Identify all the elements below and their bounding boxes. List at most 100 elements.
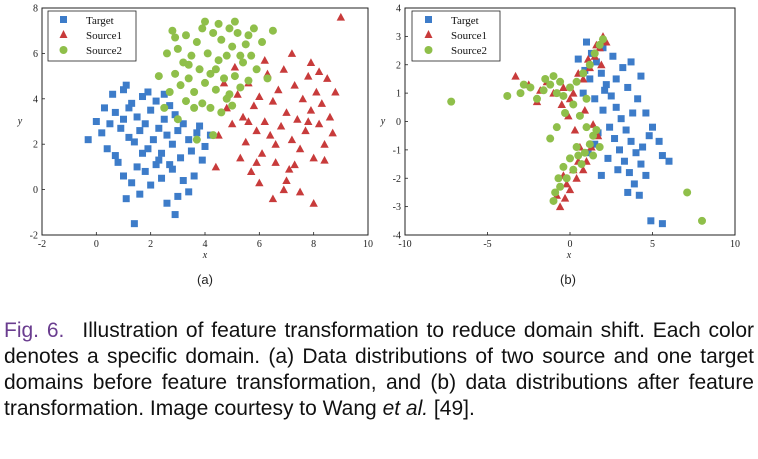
target-point xyxy=(136,190,144,198)
target-point xyxy=(658,220,666,228)
target-point xyxy=(604,154,612,162)
source2-point xyxy=(239,58,248,67)
source1-point xyxy=(246,167,256,175)
target-point xyxy=(622,126,630,134)
target-point xyxy=(130,138,138,146)
source1-point xyxy=(260,117,269,125)
target-point xyxy=(601,86,609,94)
source1-point xyxy=(293,115,302,123)
panel-b-legend-target: Target xyxy=(451,15,479,27)
source2-point xyxy=(176,81,185,90)
source1-point xyxy=(268,96,278,105)
target-point xyxy=(642,109,650,117)
source2-point xyxy=(168,26,177,35)
source2-point xyxy=(230,72,239,81)
source2-point xyxy=(551,188,560,197)
source2-point xyxy=(562,174,571,183)
source1-point xyxy=(282,108,291,116)
source2-point xyxy=(566,83,574,92)
y-tick-label: 4 xyxy=(33,94,38,105)
source2-point xyxy=(549,72,558,81)
target-point xyxy=(624,83,632,91)
caption-text: Illustration of feature transformation t… xyxy=(4,319,754,420)
target-point xyxy=(179,177,187,185)
target-point xyxy=(163,199,171,207)
source1-point xyxy=(249,101,259,110)
target-point xyxy=(109,90,117,98)
source2-point xyxy=(595,143,604,152)
source2-point xyxy=(171,33,180,42)
source2-point xyxy=(574,151,583,160)
source1-point xyxy=(233,90,242,98)
target-point xyxy=(122,81,130,89)
target-point xyxy=(619,64,627,72)
source2-point xyxy=(539,86,548,95)
source1-point xyxy=(564,111,573,120)
target-point xyxy=(120,172,127,180)
target-point xyxy=(160,115,168,123)
source1-point xyxy=(328,128,337,137)
source1-point xyxy=(597,60,606,69)
source1-point xyxy=(282,176,291,185)
source2-point xyxy=(559,91,568,100)
source2-point xyxy=(526,83,535,92)
source1-point xyxy=(298,94,307,103)
target-point xyxy=(617,115,625,123)
source2-point xyxy=(211,85,220,94)
panel-a-sublabel: (a) xyxy=(197,272,213,287)
source1-point xyxy=(252,158,261,166)
y-tick-label: 2 xyxy=(33,140,38,151)
target-point xyxy=(606,123,614,131)
source2-point xyxy=(233,28,242,37)
source1-point xyxy=(287,49,297,57)
source2-point xyxy=(546,134,555,143)
source1-point xyxy=(588,120,598,128)
y-tick-label: 2 xyxy=(396,60,401,71)
source1-point xyxy=(257,149,267,157)
source2-point xyxy=(252,65,261,74)
source2-point xyxy=(201,17,209,26)
source2-point xyxy=(244,76,253,85)
source1-point xyxy=(236,153,245,162)
source2-point xyxy=(214,19,223,28)
target-point xyxy=(163,131,171,139)
source1-point xyxy=(320,140,329,148)
source2-point xyxy=(154,72,163,81)
source1-point xyxy=(268,194,278,203)
source2-point xyxy=(541,74,550,83)
target-point xyxy=(103,145,111,153)
target-point xyxy=(106,120,114,128)
panel-a-xlabel: x xyxy=(202,250,208,261)
source1-point xyxy=(580,105,590,114)
target-point xyxy=(144,88,152,96)
source2-point xyxy=(244,31,253,40)
source2-point xyxy=(184,60,193,69)
source2-point xyxy=(590,49,599,58)
source1-point xyxy=(320,155,329,164)
target-point xyxy=(185,188,193,196)
source2-point xyxy=(230,17,239,26)
panel-b-legend-source2-swatch xyxy=(424,46,433,54)
source2-point xyxy=(201,78,209,87)
source2-point xyxy=(181,97,190,106)
source1-point xyxy=(565,185,575,194)
target-point xyxy=(591,140,599,148)
target-point xyxy=(133,163,141,171)
source1-point xyxy=(241,137,250,146)
target-point xyxy=(624,188,632,196)
source2-point xyxy=(181,31,190,40)
source1-point xyxy=(295,144,305,153)
target-point xyxy=(179,120,187,128)
source1-point xyxy=(279,65,288,73)
target-point xyxy=(632,149,640,157)
panel-b-ylabel: y xyxy=(380,116,386,127)
target-point xyxy=(639,143,647,151)
y-tick-label: 4 xyxy=(396,4,401,15)
source1-point xyxy=(306,105,316,114)
target-point xyxy=(647,217,655,225)
source1-point xyxy=(572,174,581,182)
panel-a: -2 0 2 4 6 8 10 -2 0 2 4 6 8 x y Target Source1 Sour… xyxy=(17,4,373,288)
target-point xyxy=(637,72,645,80)
source1-point xyxy=(309,153,318,162)
source1-point xyxy=(244,117,253,125)
